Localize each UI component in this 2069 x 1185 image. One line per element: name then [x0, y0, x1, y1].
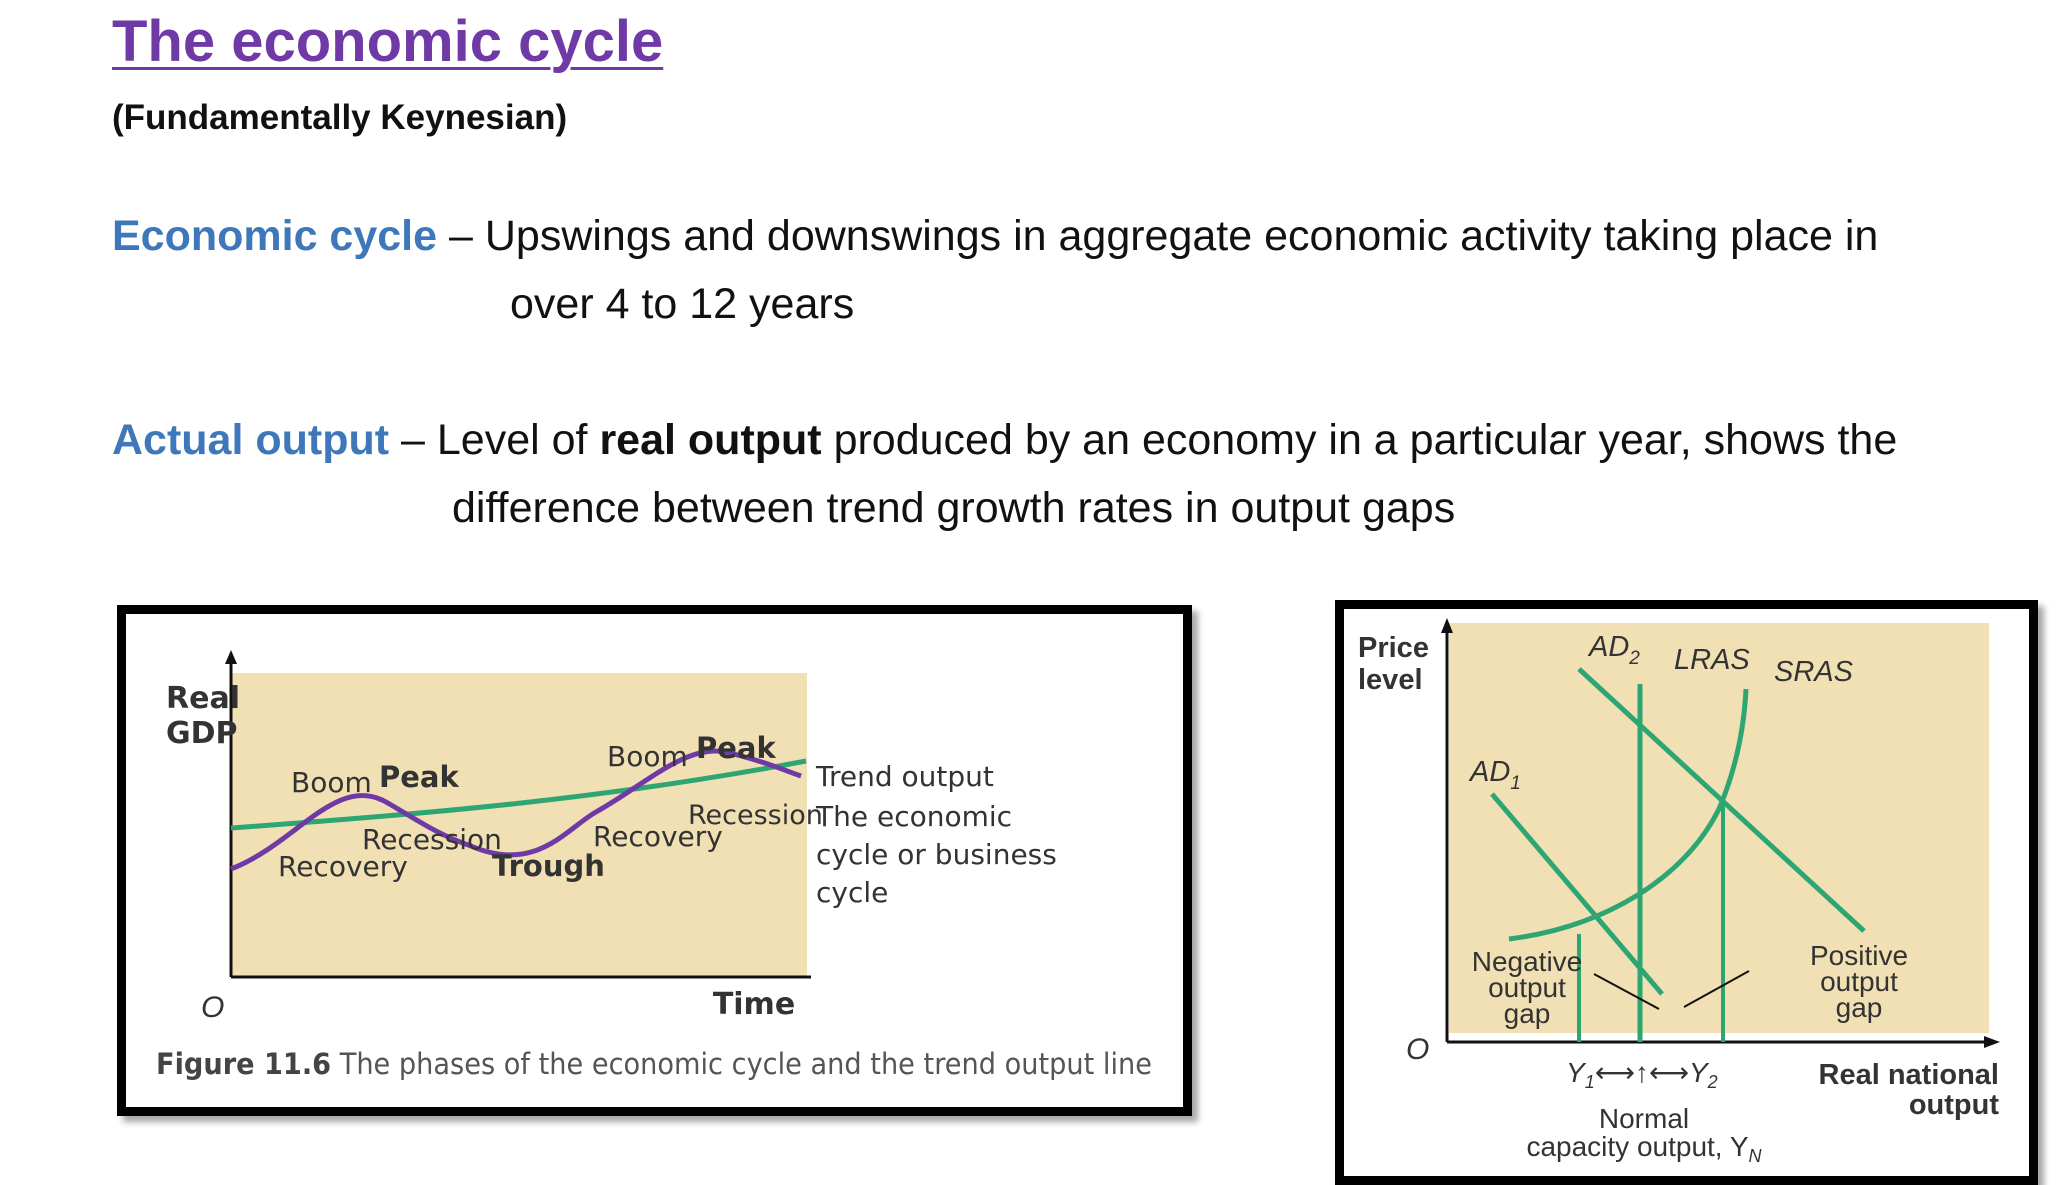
gap-arrows: ⟷↑⟷: [1595, 1057, 1689, 1088]
legend-economic-cycle-2: cycle or business: [816, 838, 1057, 871]
y-axis-label-1: Price: [1358, 632, 1429, 664]
y1-subscript: 1: [1585, 1072, 1595, 1092]
figure-caption: Figure 11.6 The phases of the economic c…: [156, 1047, 1152, 1081]
definition-text-bold: real output: [599, 416, 822, 464]
lras-label: LRAS: [1674, 644, 1750, 676]
negative-gap-label-1: Negative: [1472, 946, 1583, 977]
definition-text-line2: over 4 to 12 years: [510, 280, 855, 328]
label-peak: Peak: [696, 731, 776, 765]
y-axis-label-1: Real: [166, 681, 240, 716]
caption-text: The phases of the economic cycle and the…: [331, 1047, 1152, 1081]
label-trough: Trough: [492, 849, 605, 883]
x-axis-label: Time: [713, 987, 795, 1022]
negative-gap-label-3: gap: [1504, 998, 1551, 1029]
y-axis-arrow-icon: [1441, 618, 1453, 633]
definition-actual-output-continued: difference between trend growth rates in…: [452, 474, 1455, 542]
y1-base: Y: [1566, 1057, 1587, 1088]
economic-cycle-curve: [230, 748, 802, 872]
sras-label: SRAS: [1774, 656, 1854, 688]
definition-term: Actual output: [112, 416, 390, 464]
definition-economic-cycle-continued: over 4 to 12 years: [510, 270, 854, 338]
label-recession: Recession: [688, 800, 823, 831]
legend-economic-cycle-3: cycle: [816, 876, 888, 909]
chart-plot-background: [231, 673, 807, 977]
diagram-plot-background: [1449, 623, 1989, 1033]
label-boom: Boom: [291, 766, 372, 799]
ad1-base: AD: [1468, 756, 1510, 788]
positive-gap-label-2: output: [1820, 966, 1898, 997]
definition-term: Economic cycle: [112, 212, 438, 260]
normal-capacity-subscript: N: [1749, 1146, 1763, 1166]
x-axis-label-1: Real national: [1819, 1059, 2000, 1091]
ad1-curve: [1490, 792, 1664, 996]
definition-actual-output: Actual output – Level of real output pro…: [112, 406, 1897, 474]
y2-base: Y: [1689, 1057, 1710, 1088]
x-axis-label-2: output: [1909, 1089, 2000, 1121]
economic-cycle-chart: Real GDP O Time Boom Peak Recession Reco…: [156, 650, 1152, 1081]
output-gap-diagram: Price level O AD2 LRAS SRAS AD1 Negative…: [1358, 618, 2000, 1166]
page-title: The economic cycle: [112, 9, 664, 74]
ad1-subscript: 1: [1510, 773, 1521, 794]
caption-number: Figure 11.6: [156, 1047, 331, 1081]
x-tick-labels: Y1⟷↑⟷Y2: [1566, 1057, 1718, 1092]
ad2-subscript: 2: [1628, 648, 1640, 669]
sras-curve: [1508, 688, 1749, 942]
normal-capacity-label-2: capacity output, YN: [1526, 1131, 1762, 1166]
ad2-base: AD: [1587, 631, 1629, 663]
y-axis-label-2: GDP: [166, 716, 238, 751]
normal-capacity-base: capacity output, Y: [1526, 1131, 1748, 1162]
figure-economic-cycle: Real GDP O Time Boom Peak Recession Reco…: [117, 605, 1192, 1116]
label-recovery: Recovery: [593, 820, 723, 853]
positive-gap-pointer: [1683, 970, 1750, 1008]
positive-gap-label-1: Positive: [1810, 940, 1908, 971]
x-axis-arrow-icon: [1984, 1036, 2000, 1048]
legend-economic-cycle-1: The economic: [815, 800, 1012, 833]
definition-dash: –: [389, 416, 437, 464]
origin-label: O: [1406, 1033, 1429, 1066]
definition-text-post: produced by an economy in a particular y…: [821, 416, 1898, 464]
negative-gap-label-2: output: [1488, 972, 1566, 1003]
definition-text-line2: difference between trend growth rates in…: [452, 484, 1456, 532]
label-peak: Peak: [379, 760, 459, 794]
negative-gap-pointer: [1593, 973, 1660, 1010]
figure-output-gaps: Price level O AD2 LRAS SRAS AD1 Negative…: [1335, 600, 2038, 1185]
ad2-label: AD2: [1587, 631, 1640, 669]
label-recovery: Recovery: [278, 850, 408, 883]
positive-gap-label-3: gap: [1836, 992, 1883, 1023]
origin-label: O: [201, 991, 224, 1024]
trend-output-line: [230, 758, 807, 831]
label-recession: Recession: [362, 823, 502, 856]
y-axis-label-2: level: [1358, 664, 1423, 696]
y2-subscript: 2: [1707, 1072, 1718, 1092]
page-subtitle: (Fundamentally Keynesian): [112, 98, 568, 137]
label-boom: Boom: [607, 740, 688, 773]
legend-trend-output: Trend output: [815, 760, 994, 793]
definition-economic-cycle: Economic cycle – Upswings and downswings…: [112, 202, 1878, 270]
y-axis-arrow-icon: [225, 650, 237, 664]
definition-text-line1: Upswings and downswings in aggregate eco…: [484, 212, 1879, 260]
definition-text-pre: Level of: [436, 416, 600, 464]
normal-capacity-label-1: Normal: [1599, 1103, 1689, 1134]
definition-dash: –: [437, 212, 485, 260]
ad1-label: AD1: [1468, 756, 1521, 794]
